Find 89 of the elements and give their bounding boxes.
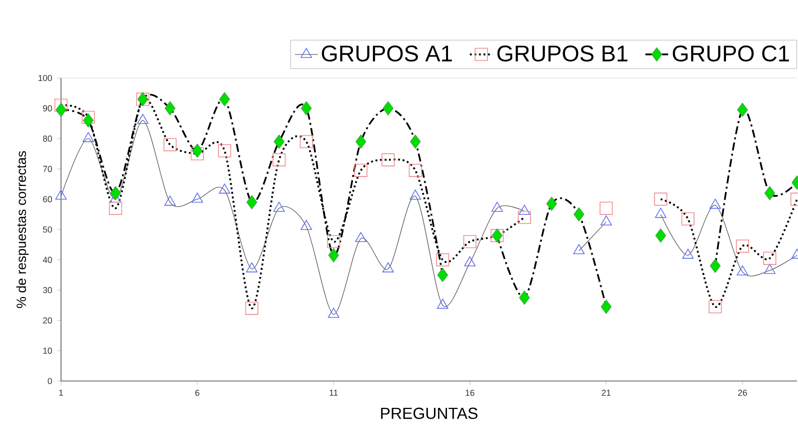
point	[164, 101, 176, 116]
legend-label: GRUPOS A1	[322, 45, 452, 62]
point	[654, 208, 666, 218]
point	[519, 290, 530, 305]
point	[654, 192, 668, 206]
y-tick-label: 30	[42, 287, 52, 294]
point	[272, 153, 286, 166]
point	[491, 202, 503, 212]
point	[436, 298, 448, 309]
y-tick-label: 90	[43, 105, 52, 112]
point	[55, 190, 67, 200]
y-tick-label: 60	[43, 196, 52, 202]
point	[355, 134, 366, 149]
y-tick-label: 10	[43, 348, 52, 354]
point	[382, 262, 394, 272]
x-tick-label: 21	[602, 390, 611, 396]
point	[410, 190, 422, 200]
point	[600, 300, 612, 314]
point	[408, 164, 422, 177]
point	[246, 195, 258, 210]
y-axis-title: % de respuestas correctas	[16, 151, 29, 308]
point	[218, 184, 230, 194]
point	[300, 220, 312, 230]
point	[328, 308, 340, 318]
point	[108, 202, 122, 215]
point	[56, 102, 66, 117]
x-tick-label: 26	[738, 390, 747, 396]
y-tick-label: 80	[43, 136, 52, 142]
point	[708, 300, 722, 314]
point	[736, 240, 750, 253]
point	[82, 113, 94, 128]
point	[190, 147, 204, 160]
x-tick-label: 1	[59, 390, 63, 396]
point	[600, 215, 612, 226]
point	[164, 138, 177, 152]
point	[546, 196, 558, 211]
point	[164, 196, 176, 206]
point	[710, 258, 721, 273]
point	[764, 186, 776, 200]
point	[300, 101, 312, 116]
point	[655, 228, 666, 243]
point	[600, 202, 613, 215]
point	[246, 262, 258, 272]
point	[327, 235, 340, 248]
point	[682, 248, 694, 259]
point	[110, 186, 121, 200]
x-axis-title: PREGUNTAS	[381, 408, 478, 419]
point	[437, 268, 448, 282]
point	[574, 207, 584, 222]
point	[274, 134, 284, 149]
point	[518, 210, 531, 224]
point	[573, 244, 585, 254]
y-tick-label: 0	[48, 378, 52, 384]
point	[273, 202, 285, 212]
point	[463, 235, 476, 248]
legend-label: GRUPOS B1	[497, 45, 628, 62]
point	[218, 144, 232, 158]
legend-label: GRUPO C1	[672, 45, 789, 62]
point	[764, 264, 776, 274]
point	[354, 164, 368, 177]
point	[436, 253, 450, 266]
point	[300, 135, 313, 148]
point	[681, 212, 694, 226]
point	[355, 232, 367, 242]
point	[382, 101, 394, 116]
y-tick-label: 100	[38, 74, 52, 82]
point	[219, 92, 230, 106]
point	[54, 98, 68, 112]
point	[192, 192, 204, 203]
point	[82, 110, 95, 124]
x-tick-label: 6	[195, 390, 200, 396]
point	[192, 144, 203, 158]
point	[710, 198, 721, 209]
point	[763, 252, 776, 265]
point	[328, 248, 339, 262]
y-tick-label: 50	[43, 226, 52, 233]
y-tick-label: 70	[43, 166, 52, 172]
x-tick-label: 11	[330, 390, 338, 396]
point	[736, 265, 748, 276]
y-tick-label: 20	[43, 317, 52, 324]
point	[245, 302, 258, 315]
y-tick-label: 40	[42, 256, 52, 263]
point	[410, 134, 421, 149]
point	[518, 204, 530, 215]
point	[382, 153, 395, 166]
point	[82, 132, 94, 142]
x-tick-label: 16	[466, 390, 474, 396]
point	[464, 256, 476, 266]
point	[737, 102, 748, 117]
